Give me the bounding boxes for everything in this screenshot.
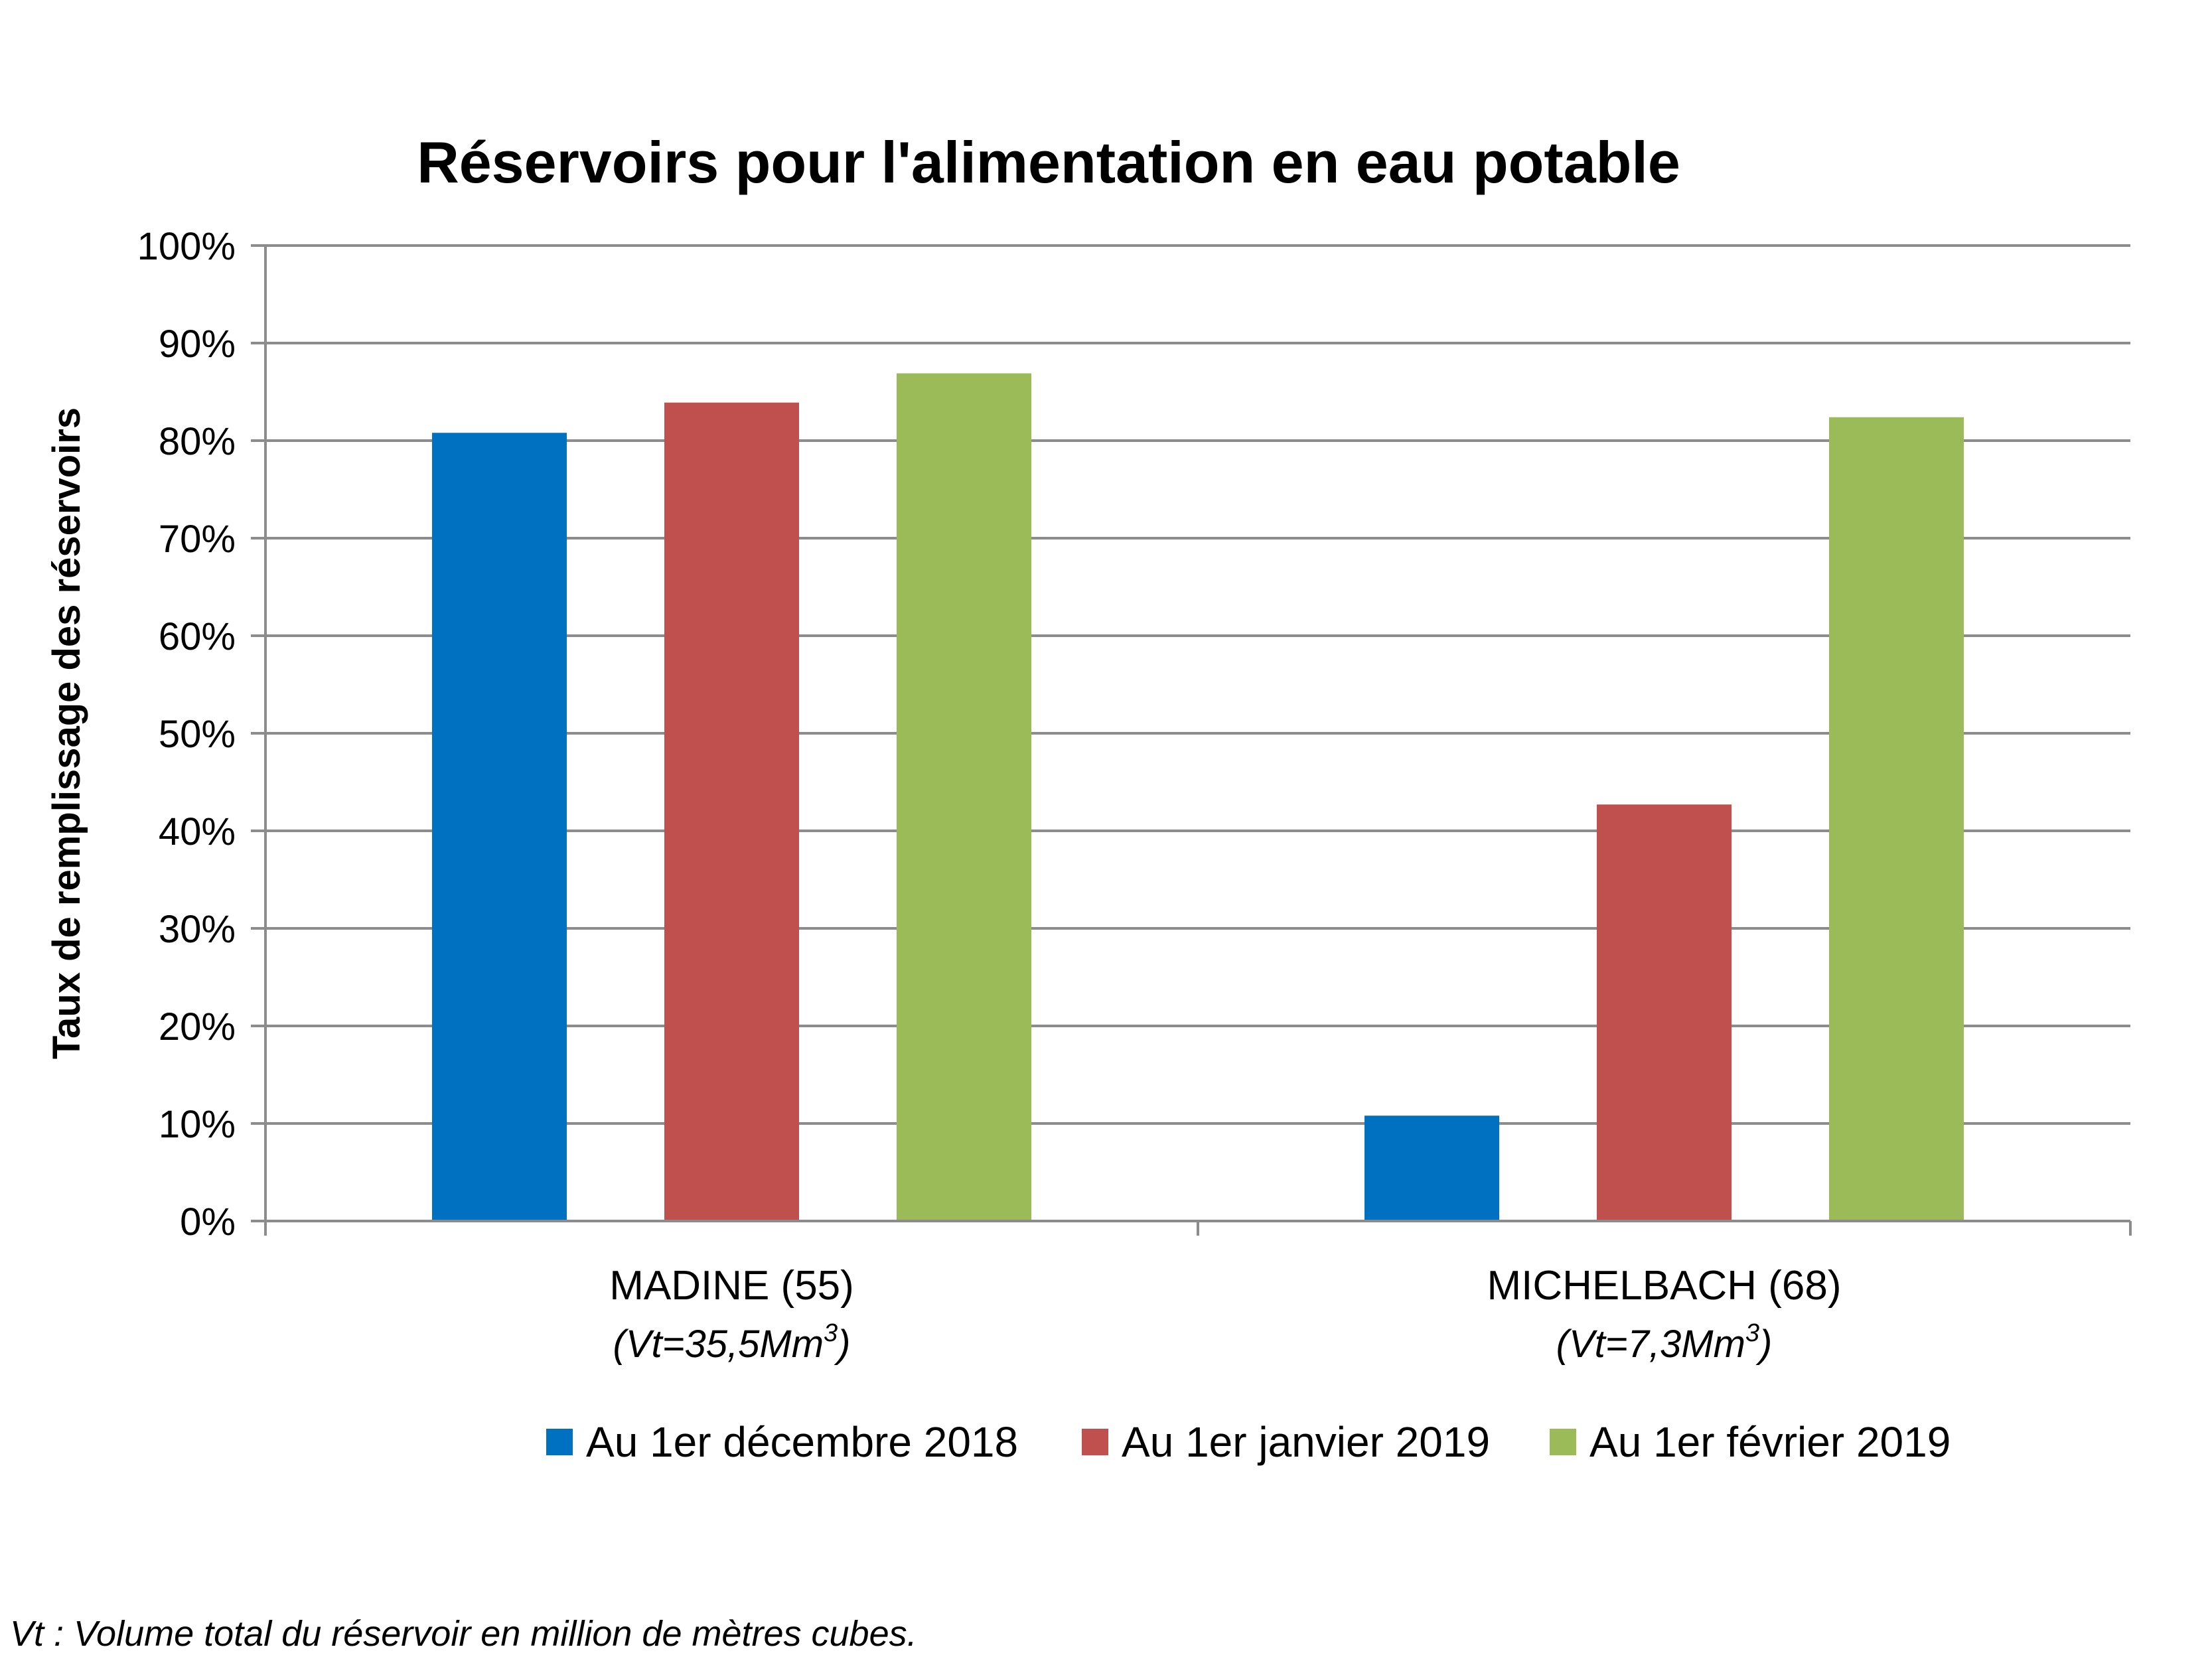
chart-title: Réservoirs pour l'alimentation en eau po… [417, 129, 1680, 195]
y-tick-label: 30% [159, 908, 236, 951]
y-tick-label: 50% [159, 713, 236, 756]
y-tick-label: 20% [159, 1005, 236, 1048]
y-axis-ticks: 0% 10% 20% 30% 40% 50% 60% 70% 80% 90% 100% [137, 225, 265, 1244]
y-tick-label: 90% [159, 323, 236, 366]
y-tick-label: 70% [159, 518, 236, 561]
bars [432, 373, 1964, 1222]
bar [664, 402, 799, 1222]
legend-label: Au 1er février 2019 [1589, 1418, 1951, 1466]
bar [1364, 1116, 1499, 1221]
footnote: Vt : Volume total du réservoir en millio… [10, 1614, 917, 1654]
x-axis-categories: MADINE (55) (Vt=35,5Mm3) MICHELBACH (68) (V… [609, 1263, 1841, 1366]
bar [1597, 804, 1732, 1221]
axes [264, 246, 2132, 1236]
y-axis-label: Taux de remplissage des réservoirs [45, 407, 88, 1059]
x-category-sublabel: (Vt=35,5Mm3) [613, 1319, 851, 1366]
y-tick-label: 40% [159, 810, 236, 853]
y-tick-label: 80% [159, 420, 236, 463]
y-tick-label: 60% [159, 615, 236, 658]
y-tick-label: 10% [159, 1103, 236, 1146]
x-category-sublabel: (Vt=7,3Mm3) [1556, 1319, 1773, 1366]
x-category-label: MADINE (55) [609, 1263, 854, 1309]
legend: Au 1er décembre 2018 Au 1er janvier 2019 A… [546, 1418, 1951, 1466]
bar [897, 373, 1031, 1221]
y-tick-label: 0% [180, 1200, 236, 1244]
legend-label: Au 1er janvier 2019 [1122, 1418, 1490, 1466]
x-category-label: MICHELBACH (68) [1487, 1263, 1842, 1309]
legend-swatch [1082, 1429, 1108, 1455]
legend-swatch [546, 1429, 573, 1455]
bar [432, 433, 567, 1221]
gridlines [265, 244, 2130, 1125]
legend-label: Au 1er décembre 2018 [586, 1418, 1018, 1466]
bar [1829, 417, 1964, 1221]
legend-swatch [1550, 1429, 1576, 1455]
y-tick-label: 100% [137, 225, 236, 268]
